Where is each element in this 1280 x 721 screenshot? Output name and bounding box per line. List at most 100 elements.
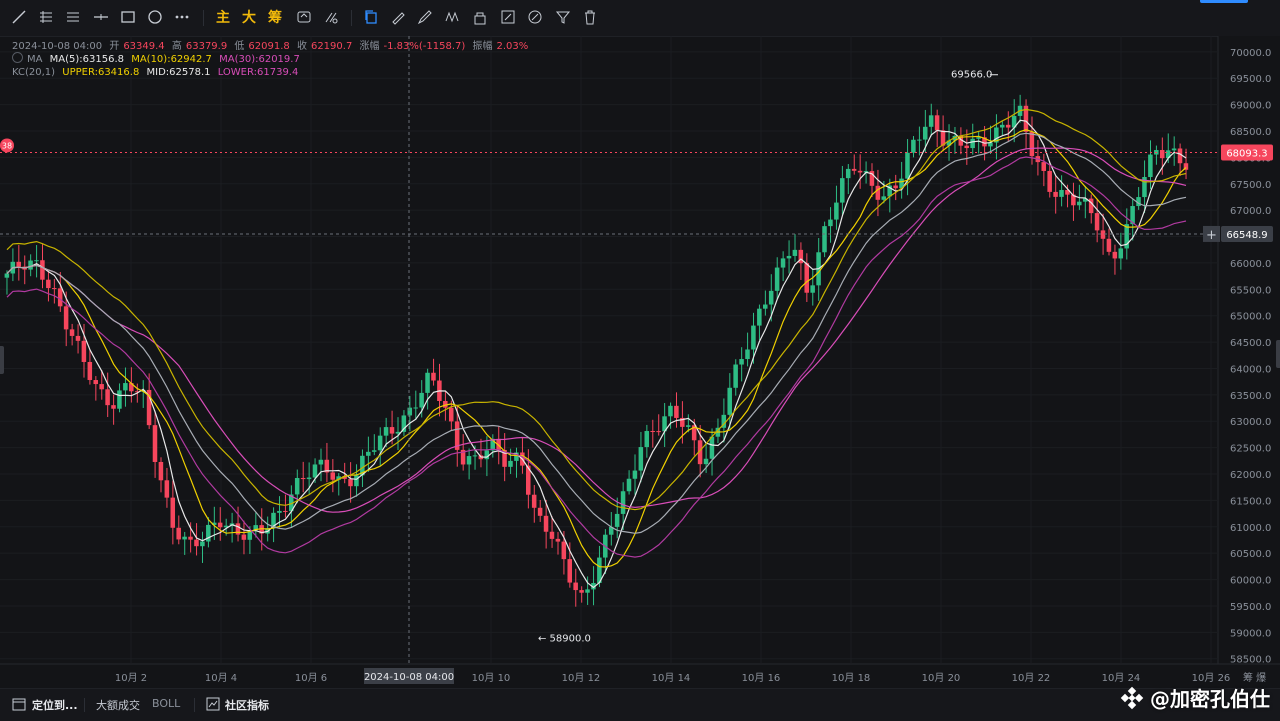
candle-body <box>763 304 768 309</box>
left-price-marker-label: 38 <box>2 141 12 150</box>
lock-icon[interactable] <box>469 6 491 28</box>
big-order-button[interactable]: 大 <box>242 10 256 26</box>
indicator-icon[interactable] <box>206 697 220 711</box>
candle-body <box>875 185 881 200</box>
boll-toggle[interactable]: BOLL <box>152 697 181 710</box>
pattern-icon[interactable] <box>442 6 464 28</box>
candle-body <box>579 590 584 593</box>
ohlc-open: 63349.4 <box>123 41 165 52</box>
trash-icon[interactable] <box>579 6 601 28</box>
ma10-line <box>6 129 1187 568</box>
ma5-line <box>6 119 1187 589</box>
candle-body <box>828 219 833 227</box>
chip-distribution-button[interactable]: 筹 <box>268 10 282 26</box>
candle-body <box>448 407 454 422</box>
pen-icon[interactable] <box>414 6 436 28</box>
candle-body <box>1142 177 1147 198</box>
calendar-icon[interactable] <box>12 697 26 711</box>
candle-body <box>703 458 709 465</box>
candle-body <box>496 438 501 450</box>
candle-body <box>484 450 490 460</box>
candle-body <box>721 414 727 428</box>
candle-body <box>330 472 335 480</box>
candle-body <box>881 196 887 200</box>
community-indicator-button[interactable]: 社区指标 <box>225 699 269 712</box>
candle-body <box>952 135 958 141</box>
y-tick-label: 67500.0 <box>1230 180 1271 191</box>
candle-body <box>1005 124 1011 128</box>
candle-body <box>164 480 170 498</box>
locate-to-button[interactable]: 定位到... <box>32 699 78 712</box>
candles <box>4 94 1189 607</box>
candle-body <box>454 421 460 450</box>
candle-body <box>922 126 928 140</box>
candle-body <box>28 260 33 270</box>
horizontal-line-icon[interactable] <box>90 6 112 28</box>
candle-body <box>774 267 780 291</box>
candle-body <box>917 139 922 141</box>
y-tick-label: 66000.0 <box>1230 259 1271 270</box>
watermark: @加密孔伯仕 <box>1120 683 1270 712</box>
candle-body <box>460 449 466 465</box>
ohlc-amplitude: 2.03% <box>496 41 529 52</box>
copy-icon[interactable] <box>360 6 382 28</box>
candle-body <box>188 536 193 540</box>
sync-icon[interactable] <box>293 6 315 28</box>
candle-body <box>176 527 181 540</box>
candle-body <box>324 459 330 473</box>
candle-body <box>1118 248 1124 259</box>
ohlc-low: 62091.8 <box>248 41 290 52</box>
candle-body <box>1082 198 1088 202</box>
brush-icon[interactable] <box>387 6 409 28</box>
kc-lower-value: LOWER:61739.4 <box>217 67 299 78</box>
rectangle-icon[interactable] <box>117 6 139 28</box>
horizontal-ray-icon[interactable] <box>35 6 57 28</box>
circle-icon[interactable] <box>144 6 166 28</box>
candle-body <box>976 137 981 139</box>
current-price-tag <box>1221 144 1273 161</box>
candle-body <box>668 405 673 417</box>
crosshair-price-label: 66548.9 <box>1226 230 1267 241</box>
y-tick-label: 69000.0 <box>1230 101 1271 112</box>
candle-body <box>514 452 519 461</box>
candle-body <box>597 557 602 583</box>
trend-line-icon[interactable] <box>8 6 30 28</box>
ma5-value: MA(5):63156.8 <box>49 54 125 65</box>
right-collapse-handle[interactable] <box>1276 340 1280 368</box>
candle-body <box>780 258 786 268</box>
y-tick-label: 62500.0 <box>1230 444 1271 455</box>
x-tick-label: 10月 18 <box>832 672 871 684</box>
candle-body <box>964 145 969 149</box>
candle-body <box>1094 213 1100 231</box>
parallel-lines-icon[interactable] <box>62 6 84 28</box>
left-collapse-handle[interactable] <box>0 346 4 374</box>
candle-body <box>235 523 241 535</box>
kc-lower-line <box>6 156 1187 558</box>
edit-icon[interactable] <box>497 6 519 28</box>
kc-row[interactable]: KC(20,1) UPPER:63416.8 MID:62578.1 LOWER… <box>12 67 302 78</box>
candlestick-chart[interactable]: 70000.069500.069000.068500.068000.067500… <box>0 36 1280 688</box>
brush-style-icon[interactable] <box>524 6 546 28</box>
candle-body <box>768 290 774 305</box>
more-icon[interactable] <box>171 6 193 28</box>
ma-row[interactable]: MA MA(5):63156.8 MA(10):62942.7 MA(30):6… <box>12 52 304 65</box>
big-trade-toggle[interactable]: 大额成交 <box>96 699 140 712</box>
candle-body <box>620 491 626 514</box>
magnet-icon[interactable] <box>320 6 342 28</box>
candle-body <box>152 425 158 462</box>
binance-logo-icon <box>1120 686 1144 709</box>
candle-body <box>561 541 567 560</box>
candle-body <box>662 416 667 432</box>
candle-body <box>1088 198 1094 214</box>
candle-body <box>1136 197 1141 207</box>
filter-icon[interactable] <box>552 6 574 28</box>
candle-body <box>289 494 294 512</box>
watermark-text: @加密孔伯仕 <box>1150 687 1270 711</box>
low-annotation: ← 58900.0 <box>538 634 591 645</box>
main-indicator-button[interactable]: 主 <box>216 10 230 26</box>
candle-body <box>1071 194 1076 206</box>
candle-body <box>845 168 851 179</box>
candle-body <box>206 524 211 542</box>
candle-body <box>650 431 655 433</box>
visibility-toggle-icon[interactable] <box>12 52 23 63</box>
